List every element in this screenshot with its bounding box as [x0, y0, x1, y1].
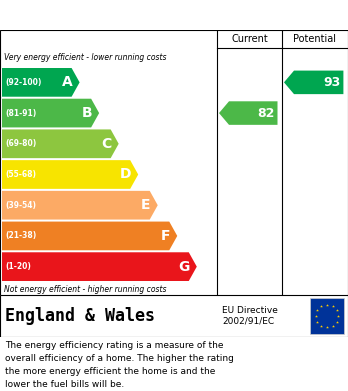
Text: (69-80): (69-80)	[5, 139, 36, 148]
Text: F: F	[161, 229, 170, 243]
Polygon shape	[2, 129, 119, 158]
Text: 82: 82	[257, 107, 275, 120]
Text: D: D	[120, 167, 131, 181]
Polygon shape	[284, 71, 343, 94]
Text: Not energy efficient - higher running costs: Not energy efficient - higher running co…	[4, 285, 166, 294]
Text: Current: Current	[231, 34, 268, 44]
Text: The energy efficiency rating is a measure of the
overall efficiency of a home. T: The energy efficiency rating is a measur…	[5, 341, 234, 389]
Text: (1-20): (1-20)	[5, 262, 31, 271]
Text: (39-54): (39-54)	[5, 201, 36, 210]
Polygon shape	[2, 252, 197, 281]
Text: EU Directive
2002/91/EC: EU Directive 2002/91/EC	[222, 306, 278, 326]
Text: Potential: Potential	[293, 34, 337, 44]
Polygon shape	[2, 160, 138, 189]
Text: 93: 93	[323, 76, 340, 89]
Polygon shape	[2, 99, 99, 127]
Polygon shape	[219, 101, 277, 125]
Text: C: C	[101, 137, 112, 151]
Polygon shape	[2, 68, 80, 97]
Text: B: B	[81, 106, 92, 120]
Text: E: E	[141, 198, 151, 212]
Text: G: G	[179, 260, 190, 274]
Text: (81-91): (81-91)	[5, 109, 36, 118]
Text: A: A	[62, 75, 73, 90]
Text: Energy Efficiency Rating: Energy Efficiency Rating	[22, 7, 243, 23]
Text: (21-38): (21-38)	[5, 231, 36, 240]
Text: (92-100): (92-100)	[5, 78, 41, 87]
Polygon shape	[2, 191, 158, 220]
Text: England & Wales: England & Wales	[5, 307, 155, 325]
Polygon shape	[2, 222, 177, 250]
Text: (55-68): (55-68)	[5, 170, 36, 179]
Text: Very energy efficient - lower running costs: Very energy efficient - lower running co…	[4, 54, 166, 63]
Bar	[310, 298, 344, 334]
